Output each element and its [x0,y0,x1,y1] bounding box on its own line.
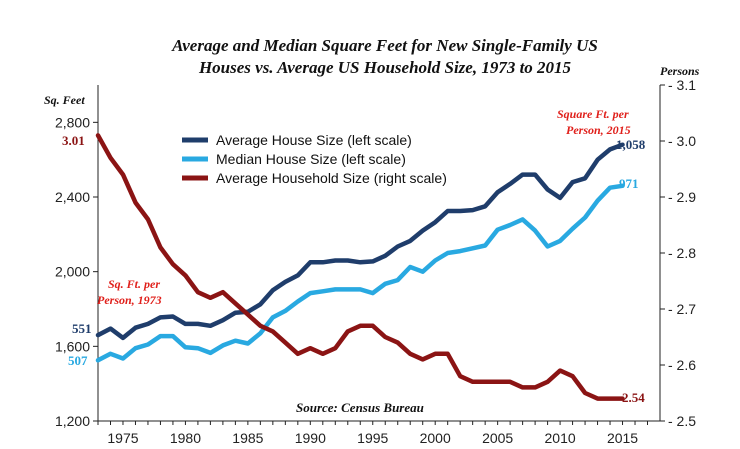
x-tick-label: 1975 [107,430,138,446]
start-note-line2: Person, 1973 [97,293,162,307]
x-tick-label: 1985 [232,430,263,446]
legend-label-household-size: Average Household Size (right scale) [216,170,447,186]
right-tick-label: - 3.0 [668,133,696,149]
x-tick-label: 1990 [295,430,326,446]
left-tick-label: 2,800 [55,114,90,130]
legend-label-median-house: Median House Size (left scale) [216,151,406,167]
left-tick-label: 1,600 [55,338,90,354]
x-tick-label: 1980 [170,430,201,446]
start-household-value: 3.01 [62,133,85,148]
right-tick-label: - 2.7 [668,301,696,317]
left-tick-label: 2,400 [55,189,90,205]
left-axis-label: Sq. Feet [44,93,85,107]
end-household-value: 2.54 [622,390,645,405]
series-median-house-size [95,183,625,363]
x-tick-label: 2005 [482,430,513,446]
right-axis-ticks: - 2.5 - 2.6 - 2.7 - 2.8 - 2.9 - 3.0 - 3.1 [660,77,696,429]
x-tick-label: 2010 [545,430,576,446]
left-axis-ticks: 1,200 1,600 2,000 2,400 2,800 [55,114,98,429]
legend-label-average-house: Average House Size (left scale) [216,132,412,148]
x-tick-label: 1995 [357,430,388,446]
chart-title-line2: Houses vs. Average US Household Size, 19… [198,58,572,77]
x-axis-ticks: 1975 1980 1985 1990 1995 2000 2005 2010 2015 [97,421,649,446]
end-avg-value: 1,058 [616,137,646,152]
right-tick-label: - 3.1 [668,77,696,93]
end-note-line2: Person, 2015 [566,123,631,137]
right-tick-label: - 2.5 [668,413,696,429]
legend: Average House Size (left scale) Median H… [182,132,447,186]
chart-title-line1: Average and Median Square Feet for New S… [171,36,598,55]
right-tick-label: - 2.8 [668,245,696,261]
start-median-value: 507 [68,353,88,368]
series-household-size [95,133,625,401]
source-note: Source: Census Bureau [296,400,424,415]
left-tick-label: 1,200 [55,413,90,429]
series-average-house-size [95,142,625,341]
right-tick-label: - 2.6 [668,357,696,373]
end-note-line1: Square Ft. per [557,107,629,121]
right-axis-label: Persons [660,64,700,78]
x-tick-label: 2000 [420,430,451,446]
right-tick-label: - 2.9 [668,189,696,205]
left-tick-label: 2,000 [55,264,90,280]
x-tick-label: 2015 [607,430,638,446]
start-avg-value: 551 [72,321,92,336]
end-median-value: 971 [619,176,639,191]
start-note-line1: Sq. Ft. per [108,277,160,291]
series-layer [95,133,625,401]
